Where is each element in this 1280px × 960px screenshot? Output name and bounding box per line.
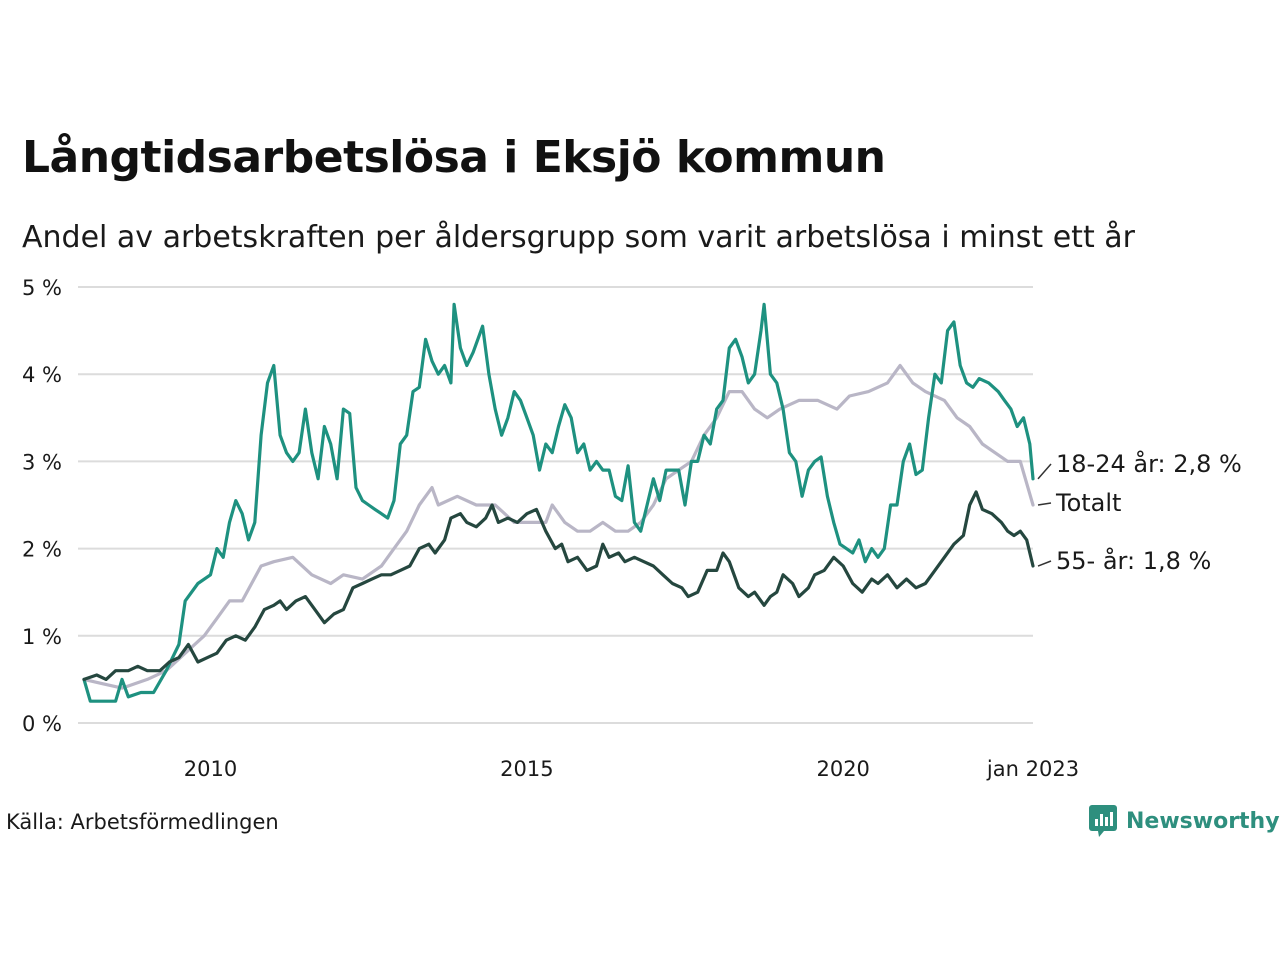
- brand: Newsworthy: [1088, 804, 1280, 838]
- x-axis: 2010 2015 2020 jan 2023: [184, 757, 1079, 781]
- newsworthy-logo-icon: [1089, 805, 1117, 837]
- y-tick-label: 0 %: [22, 712, 62, 736]
- series-labels: Totalt 18-24 år: 2,8 % 55- år: 1,8 %: [1037, 449, 1242, 575]
- chart-subtitle: Andel av arbetskraften per åldersgrupp s…: [22, 220, 1135, 255]
- series-line-0: [82, 363, 1035, 690]
- x-tick-label: 2010: [184, 757, 237, 781]
- y-tick-label: 2 %: [22, 538, 62, 562]
- x-tick-label: 2015: [500, 757, 553, 781]
- label-leader-line: [1037, 560, 1052, 567]
- series-line-2: [82, 490, 1035, 681]
- y-tick-label: 5 %: [22, 276, 62, 300]
- label-leader-line: [1037, 502, 1052, 506]
- series-label: Totalt: [1055, 489, 1121, 517]
- y-tick-label: 1 %: [22, 625, 62, 649]
- brand-name: Newsworthy: [1126, 808, 1280, 834]
- series-label: 55- år: 1,8 %: [1056, 546, 1211, 575]
- series-lines: [82, 302, 1035, 703]
- y-axis: 0 % 1 % 2 % 3 % 4 % 5 %: [22, 276, 62, 736]
- x-tick-label: 2020: [816, 757, 869, 781]
- label-leader-line: [1037, 463, 1052, 480]
- y-tick-label: 4 %: [22, 363, 62, 387]
- chart-title: Långtidsarbetslösa i Eksjö kommun: [22, 132, 886, 183]
- series-line-1: [82, 302, 1035, 703]
- source-note: Källa: Arbetsförmedlingen: [6, 810, 279, 834]
- x-tick-label: jan 2023: [986, 757, 1079, 781]
- series-label: 18-24 år: 2,8 %: [1056, 449, 1242, 478]
- y-tick-label: 3 %: [22, 450, 62, 474]
